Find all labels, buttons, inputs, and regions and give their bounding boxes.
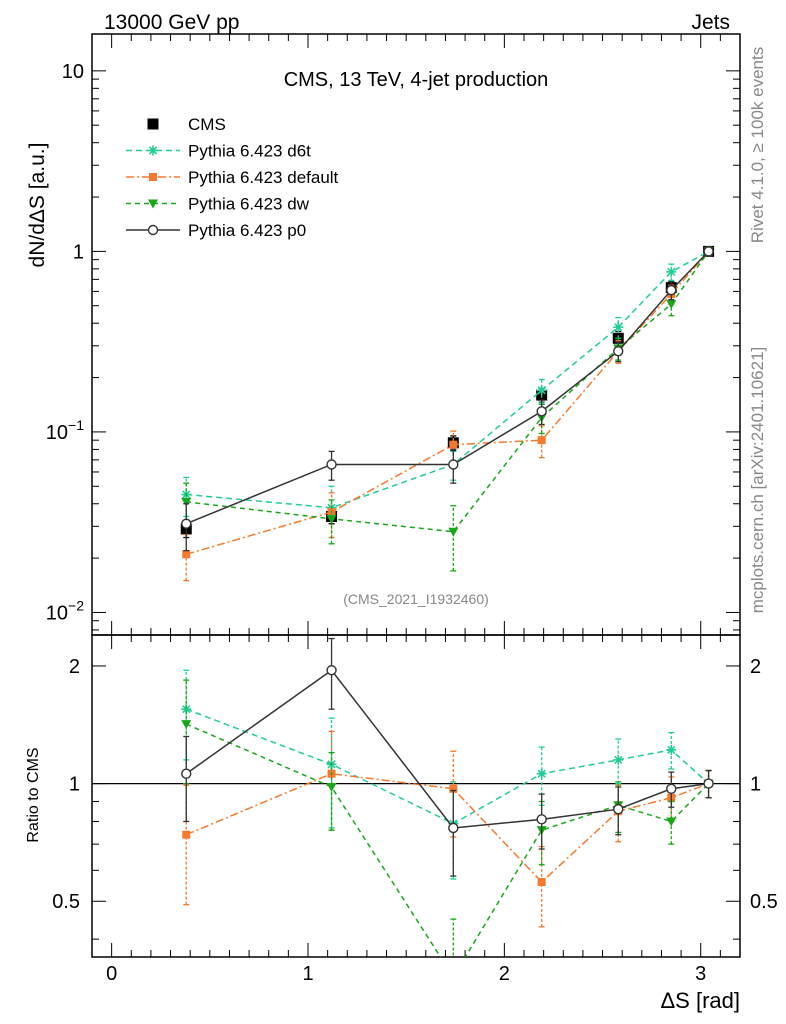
data-point-default — [182, 550, 191, 559]
data-point-dw — [326, 514, 337, 524]
ratio-y-tick-label-right: 1 — [750, 774, 761, 796]
series-line-dw — [186, 250, 710, 533]
legend-label-dw: Pythia 6.423 dw — [188, 195, 310, 214]
data-point-dw — [666, 300, 677, 310]
analysis-watermark: (CMS_2021_I1932460) — [343, 591, 489, 607]
data-point-dw — [181, 497, 192, 507]
data-point-p0 — [448, 822, 459, 834]
data-point-d6t — [181, 704, 192, 715]
legend: CMS Pythia 6.423 d6t Pythia 6.423 default P… — [126, 115, 339, 240]
ratio-axis-ticks: 0.5 0.5 1 1 2 2 0 1 2 3 — [52, 635, 778, 985]
data-point-p0 — [536, 814, 547, 825]
data-point-d6t — [666, 266, 677, 277]
series-body — [180, 245, 715, 582]
ratio-y-tick-label-left: 0.5 — [52, 891, 80, 913]
data-point-default — [449, 784, 458, 793]
rivet-label: Rivet 4.1.0, ≥ 100k events — [748, 47, 767, 243]
data-point-p0 — [181, 768, 192, 779]
legend-marker-dw — [148, 199, 158, 209]
ratio-y-tick-label-right: 0.5 — [750, 891, 778, 913]
data-point-dw — [666, 817, 677, 827]
series-dw — [181, 679, 714, 982]
ratio-y-tick-label-left: 2 — [69, 656, 80, 678]
x-axis-label: ΔS [rad] — [660, 988, 740, 1013]
series-p0 — [181, 246, 714, 552]
ratio-y-axis-label: Ratio to CMS — [25, 747, 42, 842]
data-point-dw — [448, 527, 459, 537]
data-point-p0 — [536, 406, 547, 417]
mcplots-label: mcplots.cern.ch [arXiv:2401.10621] — [748, 347, 767, 613]
data-point-dw — [181, 720, 192, 730]
legend-marker-default — [149, 173, 157, 181]
data-point-default — [537, 878, 546, 887]
chart-title: CMS, 13 TeV, 4-jet production — [284, 69, 549, 91]
series-line-default — [186, 250, 710, 555]
data-point-d6t — [613, 754, 624, 765]
data-point-p0 — [703, 778, 714, 789]
legend-item-cms: CMS — [147, 115, 226, 134]
x-tick-label: 0 — [106, 963, 117, 985]
x-tick-label: 1 — [302, 963, 313, 985]
header-right: Jets — [691, 11, 730, 34]
series-line-default — [185, 772, 709, 884]
legend-label-cms: CMS — [188, 115, 226, 134]
legend-item-p0: Pythia 6.423 p0 — [126, 221, 306, 240]
series-line-p0 — [185, 250, 710, 525]
y-axis-label: dN/dΔS [a.u.] — [26, 143, 49, 268]
data-point-d6t — [536, 768, 547, 779]
data-point-p0 — [181, 518, 192, 529]
data-point-p0 — [613, 345, 624, 357]
y-tick-label: 1 — [73, 241, 84, 263]
x-tick-label: 2 — [499, 963, 510, 985]
data-point-p0 — [613, 803, 624, 815]
legend-item-d6t: Pythia 6.423 d6t — [126, 142, 311, 161]
legend-marker-p0 — [147, 224, 159, 236]
main-plot: 10−2 10−1 1 10 CMS, 13 TeV, 4-jet productio… — [26, 33, 741, 636]
data-point-dw — [326, 783, 337, 793]
data-point-default — [182, 830, 191, 839]
data-point-default — [449, 440, 458, 449]
data-point-d6t — [666, 744, 677, 755]
data-point-default — [537, 436, 546, 445]
legend-marker-d6t — [148, 145, 158, 156]
legend-item-dw: Pythia 6.423 dw — [126, 195, 310, 214]
data-point-p0 — [666, 284, 677, 296]
data-point-dw — [448, 973, 458, 982]
series-line-d6t — [186, 250, 709, 509]
ratio-plot: 0.5 0.5 1 1 2 2 0 1 2 3 Ratio to CMS ΔS [rad] — [25, 634, 778, 1013]
legend-label-d6t: Pythia 6.423 d6t — [188, 142, 311, 161]
data-point-p0 — [703, 246, 714, 257]
ratio-y-tick-label-left: 1 — [69, 774, 80, 796]
header-left: 13000 GeV pp — [104, 11, 239, 34]
legend-marker-cms — [147, 118, 159, 130]
series-line-d6t — [185, 708, 710, 825]
series-d6t — [181, 669, 714, 880]
series-default — [182, 730, 713, 928]
series-line-p0 — [185, 669, 709, 829]
data-point-p0 — [326, 665, 337, 676]
x-tick-label: 3 — [695, 963, 706, 985]
series-p0 — [181, 637, 714, 877]
series-line-dw — [185, 723, 710, 957]
legend-label-p0: Pythia 6.423 p0 — [188, 221, 306, 240]
data-point-p0 — [326, 459, 337, 470]
legend-label-default: Pythia 6.423 default — [188, 168, 339, 187]
series-dw — [181, 246, 714, 572]
ratio-series — [181, 637, 714, 982]
y-tick-label: 10 — [62, 61, 84, 83]
main-series — [180, 245, 715, 582]
series-body — [181, 637, 714, 982]
data-point-p0 — [666, 783, 677, 794]
ratio-y-tick-label-right: 2 — [750, 656, 761, 678]
y-tick-label: 10−1 — [46, 417, 84, 444]
y-tick-label: 10−2 — [46, 597, 84, 624]
data-point-d6t — [536, 385, 547, 396]
legend-item-default: Pythia 6.423 default — [126, 168, 339, 187]
data-point-d6t — [613, 322, 624, 333]
ratio-plot-frame — [91, 634, 741, 958]
data-point-p0 — [448, 459, 459, 470]
